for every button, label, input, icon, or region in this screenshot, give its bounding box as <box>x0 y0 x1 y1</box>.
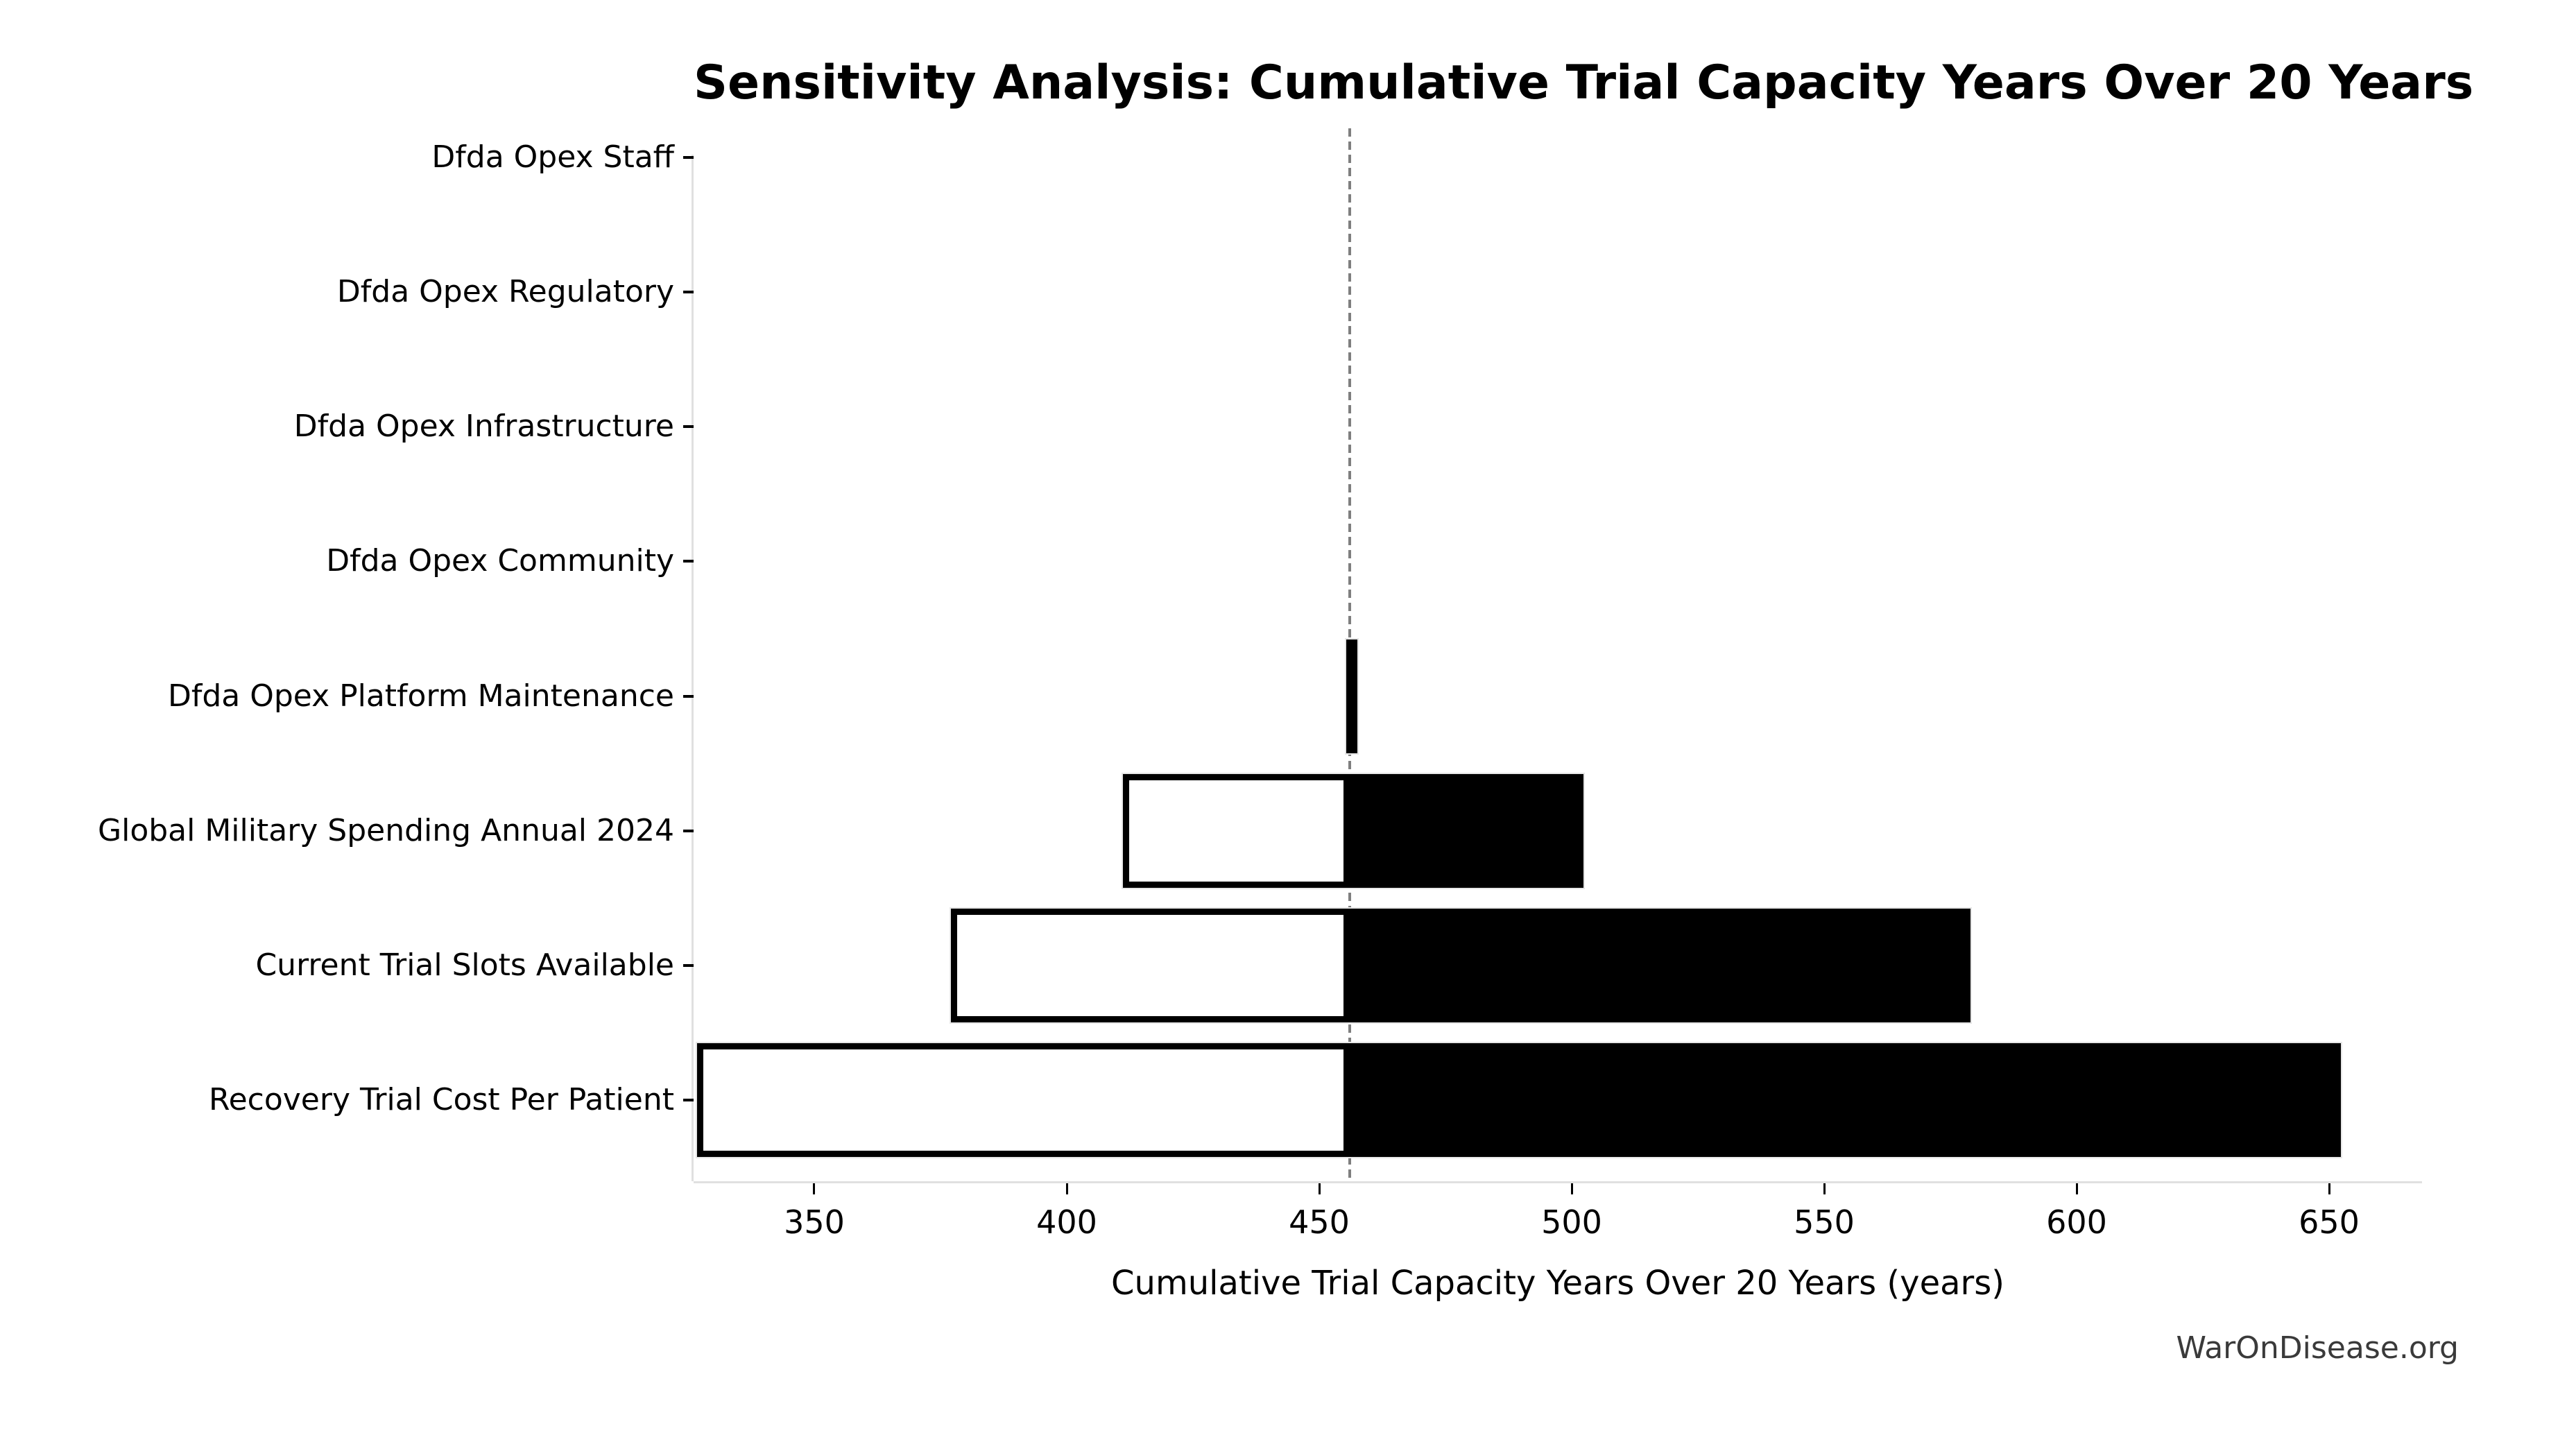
y-tick-mark <box>683 291 694 294</box>
chart-title: Sensitivity Analysis: Cumulative Trial C… <box>694 55 2474 110</box>
y-tick-mark <box>683 425 694 429</box>
bar-low <box>697 1043 1350 1157</box>
y-tick-label: Dfda Opex Community <box>326 543 674 579</box>
x-tick-label: 650 <box>2299 1203 2360 1241</box>
y-tick-mark <box>683 560 694 563</box>
x-tick-mark <box>1065 1183 1068 1194</box>
y-tick-label: Dfda Opex Regulatory <box>336 274 674 310</box>
x-tick-label: 350 <box>784 1203 845 1241</box>
y-tick-label: Current Trial Slots Available <box>255 947 674 983</box>
x-tick-label: 400 <box>1036 1203 1097 1241</box>
y-tick-mark <box>683 694 694 698</box>
y-tick-label: Dfda Opex Infrastructure <box>293 409 674 445</box>
bar-high <box>1346 639 1358 753</box>
bar-low <box>1122 773 1350 888</box>
x-tick-mark <box>1823 1183 1826 1194</box>
x-tick-mark <box>1570 1183 1573 1194</box>
bar-low <box>950 908 1350 1022</box>
x-axis-label: Cumulative Trial Capacity Years Over 20 … <box>1111 1264 2004 1303</box>
x-tick-label: 550 <box>1794 1203 1855 1241</box>
y-tick-mark <box>683 1099 694 1101</box>
y-tick-label: Dfda Opex Platform Maintenance <box>167 678 674 714</box>
x-tick-label: 450 <box>1289 1203 1350 1241</box>
x-tick-mark <box>1318 1183 1321 1194</box>
x-tick-label: 600 <box>2046 1203 2107 1241</box>
y-tick-label: Dfda Opex Staff <box>431 139 674 175</box>
y-tick-mark <box>683 156 694 159</box>
x-tick-mark <box>2328 1183 2330 1194</box>
watermark: WarOnDisease.org <box>2176 1330 2459 1366</box>
y-axis-spine <box>692 155 694 1181</box>
x-tick-label: 500 <box>1541 1203 1602 1241</box>
x-axis-spine <box>694 1181 2422 1183</box>
y-tick-label: Recovery Trial Cost Per Patient <box>208 1082 674 1117</box>
y-tick-mark <box>683 829 694 832</box>
plot-area <box>694 128 2422 1181</box>
x-tick-mark <box>2075 1183 2078 1194</box>
y-tick-label: Global Military Spending Annual 2024 <box>98 812 674 848</box>
y-tick-mark <box>683 963 694 967</box>
x-tick-mark <box>813 1183 816 1194</box>
